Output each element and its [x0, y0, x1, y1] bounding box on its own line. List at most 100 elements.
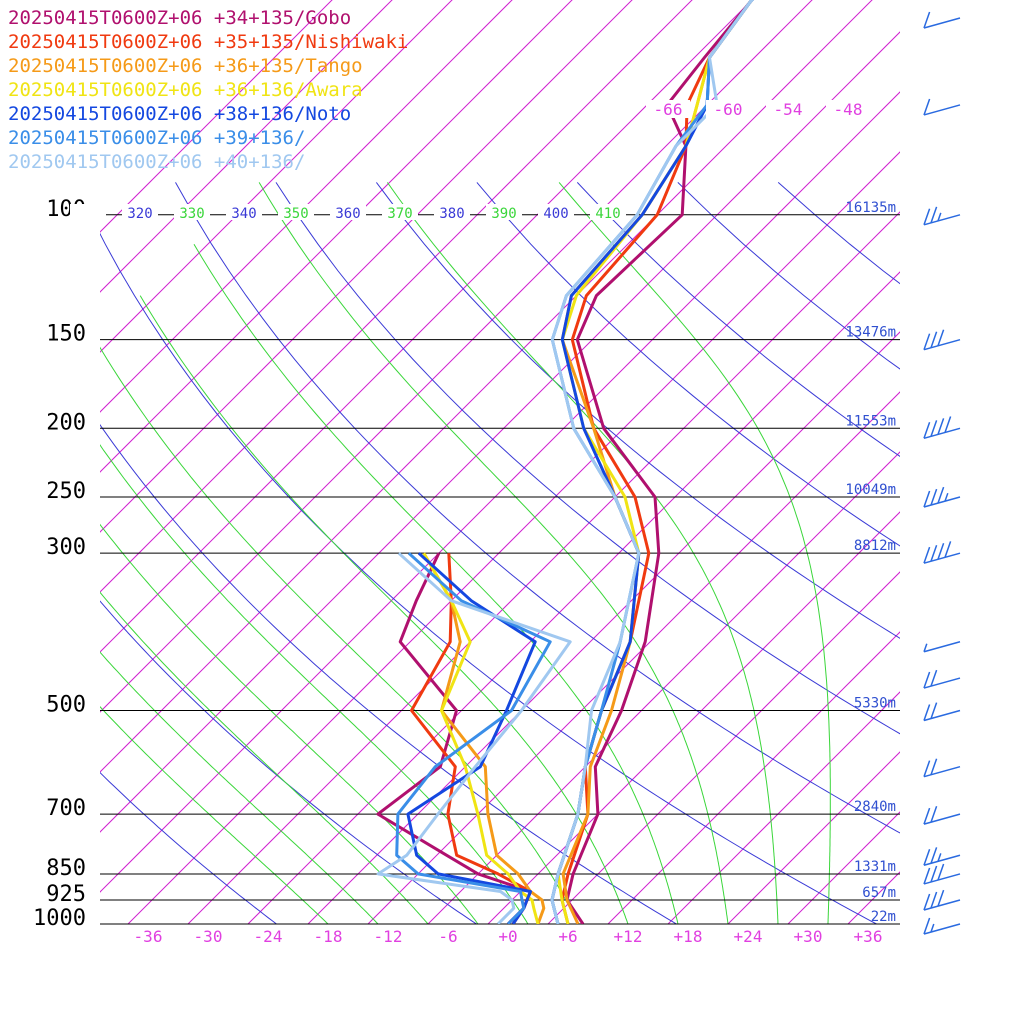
- label-background: [226, 204, 262, 220]
- label-background: [70, 204, 106, 220]
- wind-barb-staff: [923, 338, 961, 351]
- wind-barb-flag: [923, 333, 931, 350]
- wind-barb-flag: [937, 863, 945, 881]
- wind-barb-staff: [923, 709, 961, 722]
- label-background: [174, 204, 210, 220]
- height-label: 16135m: [845, 200, 896, 216]
- height-label: 8812m: [854, 538, 896, 554]
- isotherm-line: [127, 151, 900, 924]
- theta-label-text: 320: [127, 206, 152, 222]
- theta-label: 310: [70, 204, 106, 222]
- moist-adiabat-line: [100, 523, 479, 924]
- dry-adiabat-line: [100, 771, 278, 924]
- label-background: [706, 100, 750, 118]
- isotherm-line: [607, 631, 900, 924]
- theta-label: 350: [278, 204, 314, 222]
- wind-barb-flag: [923, 867, 931, 885]
- wind-barb-flag: [923, 893, 931, 911]
- label-background: [826, 100, 870, 118]
- wind-barb-flag: [923, 849, 931, 866]
- upper-temperature-text: -66: [654, 100, 683, 119]
- moist-adiabat-line: [100, 591, 429, 924]
- wind-barb-flag: [930, 847, 938, 864]
- wind-barb-staff: [923, 104, 961, 116]
- height-label: 13476m: [845, 325, 896, 341]
- theta-label-text: 310: [75, 206, 100, 222]
- isotherm-line: [100, 0, 333, 233]
- wind-barb-flag: [923, 208, 931, 226]
- legend-entry: 20250415T0600Z+06 +40+136/: [8, 151, 305, 173]
- wind-barb-staff: [923, 765, 961, 778]
- isotherm-line: [487, 511, 900, 924]
- moist-adiabat-line: [558, 182, 831, 924]
- pressure-label: 1000: [33, 906, 86, 931]
- isotherm-line: [787, 811, 900, 924]
- wind-barb: [923, 329, 961, 351]
- wind-barb-flag: [923, 643, 928, 653]
- theta-label-text: 370: [387, 206, 412, 222]
- wind-barb: [923, 541, 961, 564]
- moist-adiabat-line: [100, 346, 579, 924]
- isotherm-line: [100, 0, 873, 773]
- wind-barb-flag: [937, 543, 945, 560]
- height-label: 2840m: [854, 799, 896, 815]
- upper-temperature-label: -66: [646, 100, 690, 119]
- temperature-tick-label: +24: [734, 927, 763, 946]
- wind-barb-flag: [930, 331, 938, 348]
- height-label: 1331m: [854, 859, 896, 875]
- label-background: [330, 204, 366, 220]
- label-background: [538, 204, 574, 220]
- dry-adiabat-line: [777, 182, 900, 285]
- theta-label-text: 380: [439, 206, 464, 222]
- pressure-label: 925: [46, 882, 86, 907]
- wind-barb: [923, 11, 961, 29]
- isotherm-line: [100, 0, 573, 473]
- theta-label: 400: [538, 204, 574, 222]
- theta-label-text: 410: [595, 206, 620, 222]
- upper-temperature-label: -54: [766, 100, 810, 119]
- dewpoint-line-tango: [422, 552, 546, 924]
- wind-barb: [923, 702, 961, 722]
- legend-entry: 20250415T0600Z+06 +34+135/Gobo: [8, 7, 351, 29]
- pressure-label: 850: [46, 856, 86, 881]
- legend-entry: 20250415T0600Z+06 +35+135/Nishiwaki: [8, 31, 408, 53]
- temperature-tick-label: -24: [254, 927, 283, 946]
- wind-barb-flag: [937, 418, 945, 435]
- temperature-tick-label: -6: [438, 927, 457, 946]
- moist-adiabat-line: [193, 243, 679, 924]
- dewpoint-line-awara: [422, 552, 540, 924]
- wind-barb-flag: [937, 486, 945, 504]
- wind-barb-staff: [923, 552, 961, 564]
- temperature-tick-label: +6: [558, 927, 577, 946]
- wind-barb-flag: [937, 329, 945, 347]
- isotherm-line: [100, 0, 453, 353]
- wind-barb: [923, 206, 961, 226]
- dry-adiabat-line: [100, 600, 478, 924]
- wind-barb-flag: [923, 11, 931, 29]
- temperature-tick-label: -30: [194, 927, 223, 946]
- height-label: 657m: [862, 885, 896, 901]
- dry-adiabat-line: [376, 182, 900, 639]
- pressure-label: 200: [46, 410, 86, 435]
- wind-barb-flag: [937, 889, 945, 907]
- upper-temperature-text: -54: [774, 100, 803, 119]
- temperature-tick-label: +18: [674, 927, 703, 946]
- label-background: [382, 204, 418, 220]
- upper-temperature-text: -48: [834, 100, 863, 119]
- wind-barb-flag: [923, 704, 931, 721]
- theta-label-text: 360: [335, 206, 360, 222]
- wind-barb-flag: [930, 206, 938, 224]
- theta-label: 340: [226, 204, 262, 222]
- wind-barb: [923, 98, 961, 116]
- wind-barb-flag: [923, 760, 931, 777]
- theta-label-text: 400: [543, 206, 568, 222]
- wind-barb-staff: [923, 899, 961, 911]
- isotherm-line: [187, 211, 900, 924]
- height-label: 5330m: [854, 696, 896, 712]
- wind-barb-flag: [923, 422, 931, 439]
- wind-barb-flag: [923, 671, 931, 689]
- theta-label: 370: [382, 204, 418, 222]
- temperature-tick-label: +0: [498, 927, 517, 946]
